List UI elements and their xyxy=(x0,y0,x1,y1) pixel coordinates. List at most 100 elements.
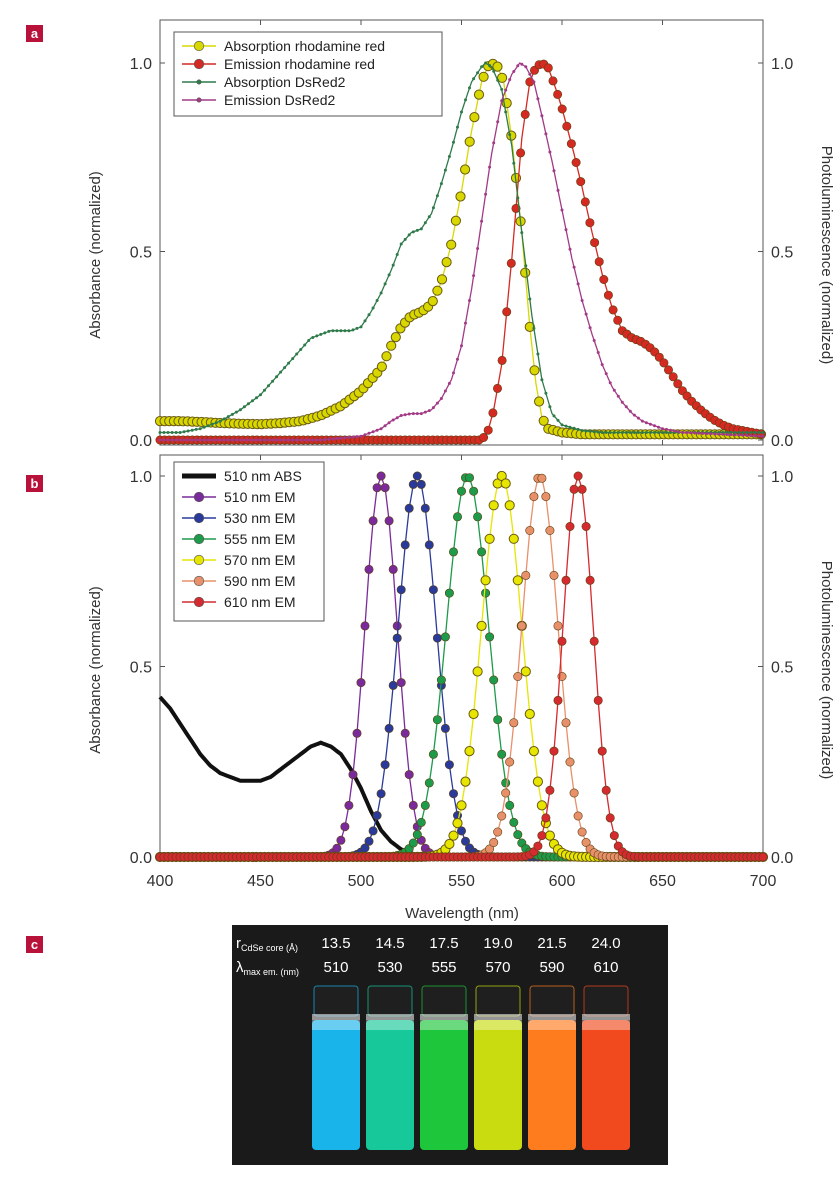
data-point-a-3 xyxy=(733,433,737,437)
data-point-a-0 xyxy=(436,274,448,285)
data-point-a-3 xyxy=(299,438,303,442)
data-point-a-3 xyxy=(335,437,339,440)
vial-column-2: 17.5 555 xyxy=(420,935,468,1150)
data-point-a-2 xyxy=(275,375,279,379)
data-point-a-3 xyxy=(725,433,729,436)
panel-badge-b xyxy=(26,475,43,492)
data-point-a-3 xyxy=(556,188,560,192)
data-point-b-4 xyxy=(452,818,463,829)
data-point-a-3 xyxy=(411,412,415,416)
data-point-a-3 xyxy=(343,436,347,440)
vial-column-1: 14.5 530 xyxy=(366,935,414,1150)
data-point-a-3 xyxy=(158,438,162,442)
data-point-b-4 xyxy=(524,708,535,720)
data-point-a-2 xyxy=(596,430,600,434)
data-point-b-2 xyxy=(372,810,382,820)
data-point-a-1 xyxy=(479,432,489,442)
data-point-b-5 xyxy=(545,525,555,535)
data-point-b-3 xyxy=(497,749,507,759)
data-point-a-3 xyxy=(407,412,411,416)
legend-label-b-1: 510 nm EM xyxy=(224,489,296,505)
data-point-b-5 xyxy=(561,718,571,728)
data-point-a-2 xyxy=(186,429,190,433)
data-point-b-1 xyxy=(352,728,362,738)
x-tick-label-600: 600 xyxy=(549,873,576,890)
data-point-a-3 xyxy=(206,438,210,442)
data-point-a-1 xyxy=(608,305,618,315)
vial-rim xyxy=(528,1014,576,1020)
data-point-a-2 xyxy=(383,282,387,286)
data-point-a-2 xyxy=(548,405,552,409)
data-point-a-2 xyxy=(343,329,347,333)
data-point-a-3 xyxy=(648,422,652,426)
data-point-a-2 xyxy=(644,431,648,434)
data-point-b-3 xyxy=(469,486,479,496)
data-point-a-3 xyxy=(202,438,206,442)
data-point-a-3 xyxy=(616,394,620,398)
data-point-b-6 xyxy=(569,484,579,494)
data-point-a-3 xyxy=(745,434,749,437)
y-tick-label-left-a: 1.0 xyxy=(130,56,152,73)
data-point-b-2 xyxy=(388,680,398,690)
panel-letter-b: b xyxy=(31,476,39,491)
data-point-b-6 xyxy=(605,813,615,823)
data-point-a-0 xyxy=(386,340,397,351)
data-point-a-1 xyxy=(599,274,609,284)
data-point-b-5 xyxy=(569,788,579,798)
data-point-a-0 xyxy=(497,72,508,83)
data-point-a-2 xyxy=(367,313,371,317)
data-point-a-2 xyxy=(295,352,299,356)
data-point-a-2 xyxy=(632,431,636,434)
vial-meniscus xyxy=(312,1020,360,1030)
data-point-a-3 xyxy=(528,72,532,76)
data-point-a-3 xyxy=(653,424,656,428)
data-point-a-3 xyxy=(640,419,644,423)
data-point-a-3 xyxy=(705,432,709,436)
data-point-a-3 xyxy=(315,438,319,442)
legend-label-a-3: Emission DsRed2 xyxy=(224,92,335,108)
data-point-a-3 xyxy=(246,438,250,442)
data-point-a-2 xyxy=(379,291,383,295)
data-point-b-6 xyxy=(585,575,595,585)
data-point-a-2 xyxy=(255,396,258,400)
data-point-a-0 xyxy=(450,215,461,226)
vial-meniscus xyxy=(528,1020,576,1030)
data-point-a-2 xyxy=(544,391,548,395)
vial-cap xyxy=(583,985,629,1017)
data-point-a-3 xyxy=(713,432,717,436)
legend-label-b-6: 610 nm EM xyxy=(224,594,296,610)
radius-value: 17.5 xyxy=(429,935,458,952)
data-point-a-1 xyxy=(590,238,600,248)
legend-swatch-a-0 xyxy=(193,40,205,52)
legend-a: Absorption rhodamine red Emission rhodami… xyxy=(173,31,443,117)
data-point-a-3 xyxy=(359,434,363,438)
data-point-a-3 xyxy=(162,438,166,442)
data-point-a-2 xyxy=(456,125,459,129)
data-point-b-3 xyxy=(481,588,491,598)
data-point-a-2 xyxy=(170,431,174,434)
data-point-b-2 xyxy=(444,760,454,770)
data-point-a-0 xyxy=(529,365,540,376)
data-point-a-2 xyxy=(387,273,391,277)
data-point-b-1 xyxy=(364,564,374,574)
data-point-a-3 xyxy=(423,410,427,414)
data-point-b-1 xyxy=(336,835,346,845)
data-point-a-3 xyxy=(568,247,572,251)
data-point-a-1 xyxy=(516,148,526,158)
data-point-a-3 xyxy=(367,431,371,435)
data-point-a-2 xyxy=(158,431,162,434)
data-point-a-3 xyxy=(431,406,435,410)
y-tick-label-right-a: 0.5 xyxy=(771,245,793,262)
data-point-b-5 xyxy=(509,718,519,728)
vial-liquid xyxy=(474,1020,522,1150)
data-point-b-3 xyxy=(493,715,503,725)
data-point-b-1 xyxy=(348,770,358,780)
data-point-a-3 xyxy=(580,299,584,302)
data-point-b-2 xyxy=(380,760,390,770)
data-point-a-2 xyxy=(508,133,512,137)
data-point-a-3 xyxy=(226,438,230,442)
data-point-a-2 xyxy=(315,334,319,338)
series-b-6 xyxy=(155,471,768,862)
data-point-a-2 xyxy=(251,399,254,403)
data-point-b-5 xyxy=(553,621,563,631)
